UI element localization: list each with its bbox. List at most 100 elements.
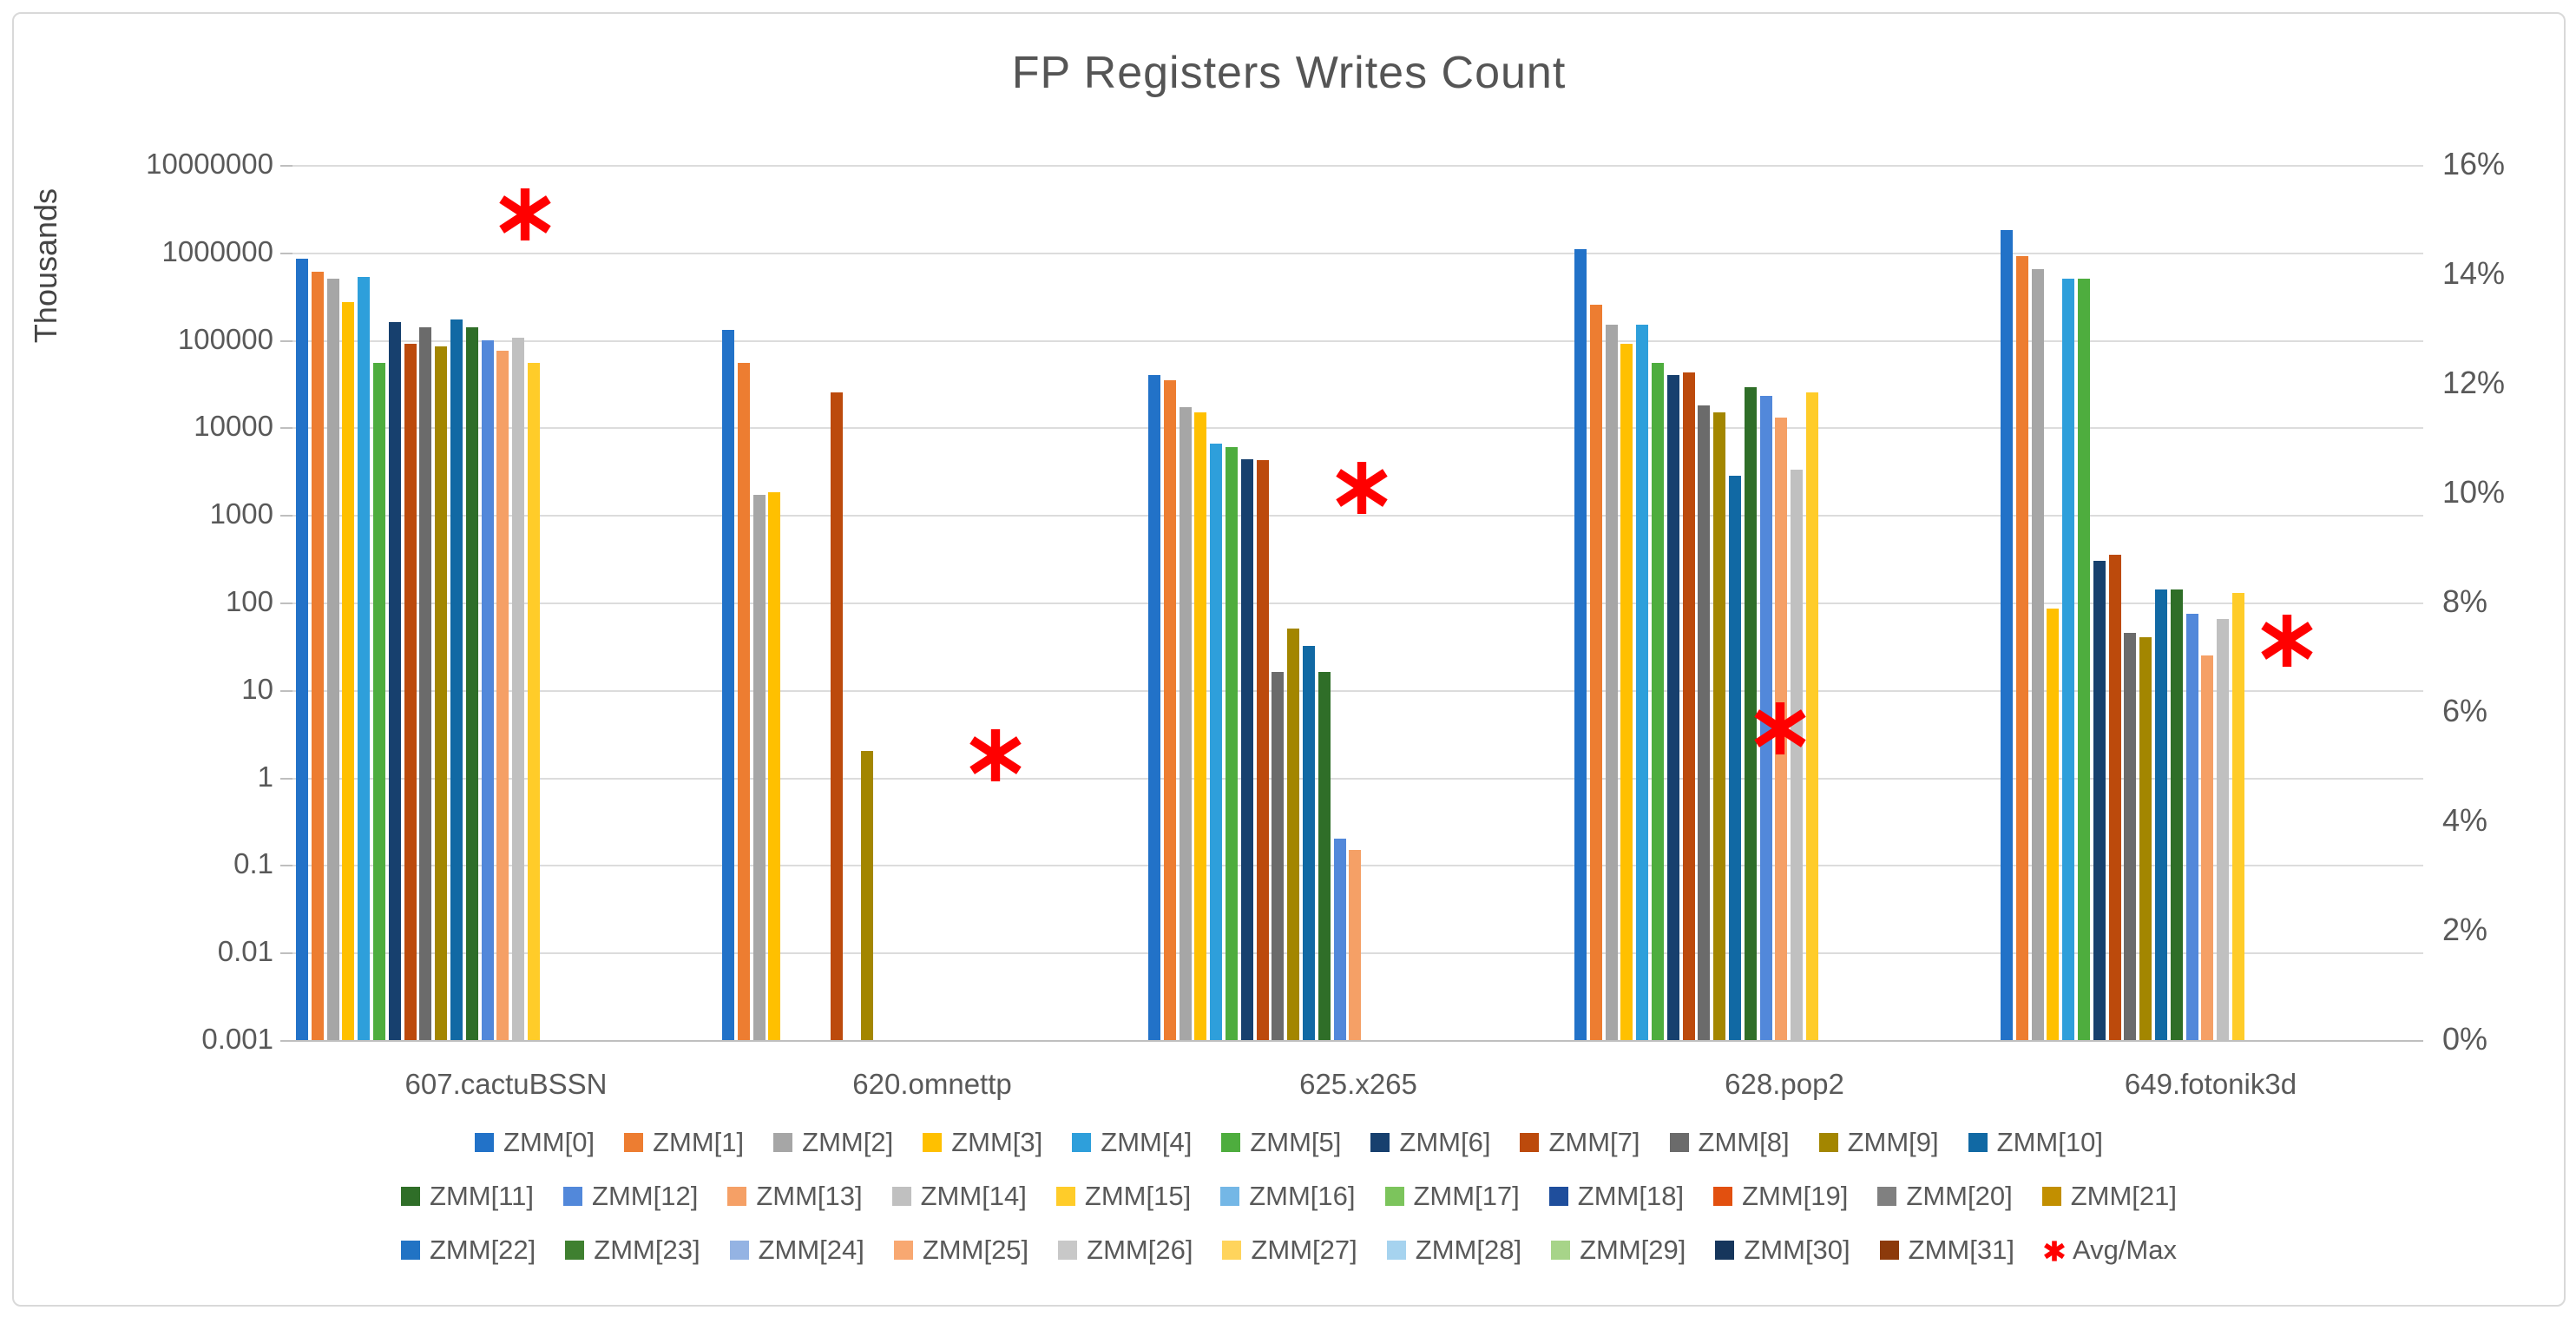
left-tick-label: 10000000: [146, 148, 273, 180]
legend-row: ZMM[11] ZMM[12] ZMM[13] ZMM[14] ZMM[15] ZMM[1…: [401, 1181, 2177, 1212]
legend-swatch-ZMM[26]: [1058, 1241, 1078, 1260]
right-tick-label: 8%: [2442, 583, 2488, 619]
right-tick-label: 10%: [2442, 474, 2506, 510]
legend-item-ZMM[24]: ZMM[24]: [729, 1235, 864, 1266]
left-tick-label: 10000: [194, 410, 273, 443]
bar-ZMM[11]-628.pop2: [1745, 387, 1757, 1040]
legend-item-ZMM[23]: ZMM[23]: [565, 1235, 700, 1266]
legend-item-ZMM[14]: ZMM[14]: [891, 1181, 1027, 1212]
bar-ZMM[1]-649.fotonik3d: [2016, 256, 2028, 1040]
bar-ZMM[0]-620.omnettp: [722, 330, 734, 1040]
bar-ZMM[6]-625.x265: [1241, 459, 1253, 1040]
bar-ZMM[7]-649.fotonik3d: [2109, 555, 2121, 1040]
category-label-625.x265: 625.x265: [1299, 1068, 1417, 1100]
legend-item-ZMM[25]: ZMM[25]: [893, 1235, 1028, 1266]
left-tick-label: 10: [241, 672, 273, 705]
legend-label: ZMM[27]: [1251, 1235, 1357, 1265]
category-label-649.fotonik3d: 649.fotonik3d: [2124, 1068, 2297, 1100]
legend-item-ZMM[27]: ZMM[27]: [1222, 1235, 1357, 1266]
legend-item-ZMM[31]: ZMM[31]: [1879, 1235, 2014, 1266]
bar-ZMM[9]-620.omnettp: [861, 751, 873, 1040]
bar-ZMM[5]-628.pop2: [1652, 363, 1664, 1040]
bar-ZMM[12]-649.fotonik3d: [2186, 614, 2198, 1040]
legend-item-ZMM[11]: ZMM[11]: [401, 1181, 534, 1212]
avg-max-marker-607.cactuBSSN: [498, 188, 552, 241]
category-label-607.cactuBSSN: 607.cactuBSSN: [404, 1068, 608, 1100]
legend: ZMM[0] ZMM[1] ZMM[2] ZMM[3] ZMM[4] ZMM[5] ZMM[…: [14, 1127, 2564, 1266]
bar-ZMM[1]-625.x265: [1164, 380, 1176, 1040]
legend-item-ZMM[17]: ZMM[17]: [1384, 1181, 1520, 1212]
legend-item-ZMM[5]: ZMM[5]: [1221, 1127, 1341, 1158]
bar-ZMM[0]-625.x265: [1148, 375, 1160, 1040]
legend-row: ZMM[0] ZMM[1] ZMM[2] ZMM[3] ZMM[4] ZMM[5] ZMM[…: [475, 1127, 2103, 1158]
legend-swatch-ZMM[10]: [1968, 1133, 1988, 1152]
left-tick-label: 100: [225, 585, 273, 617]
legend-label: ZMM[26]: [1087, 1235, 1193, 1265]
legend-swatch-ZMM[2]: [773, 1133, 793, 1152]
left-tickmark-100: [280, 603, 292, 604]
bar-ZMM[9]-649.fotonik3d: [2139, 637, 2152, 1040]
legend-label: ZMM[3]: [951, 1127, 1043, 1157]
legend-swatch-ZMM[13]: [727, 1187, 747, 1206]
left-tickmark-0.01: [280, 952, 292, 955]
bar-ZMM[14]-649.fotonik3d: [2217, 619, 2229, 1040]
legend-label: ZMM[0]: [503, 1127, 595, 1157]
gridline-1: [292, 777, 2423, 780]
legend-swatch-ZMM[27]: [1222, 1241, 1242, 1260]
legend-swatch-ZMM[0]: [475, 1133, 495, 1152]
legend-item-ZMM[10]: ZMM[10]: [1968, 1127, 2103, 1158]
bar-ZMM[10]-628.pop2: [1729, 476, 1741, 1040]
legend-swatch-ZMM[30]: [1715, 1241, 1735, 1260]
left-tickmark-10: [280, 689, 292, 692]
bar-ZMM[8]-607.cactuBSSN: [419, 327, 431, 1040]
legend-label: ZMM[16]: [1249, 1181, 1356, 1211]
bar-ZMM[2]-620.omnettp: [753, 495, 766, 1040]
legend-item-ZMM[8]: ZMM[8]: [1669, 1127, 1790, 1158]
bar-ZMM[5]-625.x265: [1226, 447, 1238, 1040]
left-tickmark-0.1: [280, 865, 292, 867]
legend-item-ZMM[16]: ZMM[16]: [1220, 1181, 1356, 1212]
legend-label: ZMM[31]: [1908, 1235, 2014, 1265]
legend-swatch-ZMM[25]: [893, 1241, 913, 1260]
legend-item-ZMM[26]: ZMM[26]: [1058, 1235, 1193, 1266]
left-tickmark-10000: [280, 427, 292, 430]
bar-ZMM[3]-620.omnettp: [768, 492, 780, 1040]
legend-label: ZMM[22]: [429, 1235, 536, 1265]
bar-ZMM[12]-625.x265: [1334, 839, 1346, 1040]
chart-frame: FP Registers Writes Count Thousands 1000…: [12, 12, 2566, 1307]
legend-label: ZMM[28]: [1415, 1235, 1522, 1265]
bar-ZMM[13]-607.cactuBSSN: [496, 351, 509, 1040]
legend-swatch-ZMM[8]: [1669, 1133, 1689, 1152]
bar-ZMM[15]-628.pop2: [1806, 392, 1818, 1040]
legend-swatch-ZMM[4]: [1072, 1133, 1092, 1152]
category-label-628.pop2: 628.pop2: [1725, 1068, 1844, 1100]
bar-ZMM[11]-625.x265: [1318, 672, 1331, 1040]
legend-item-ZMM[29]: ZMM[29]: [1551, 1235, 1686, 1266]
legend-item-ZMM[15]: ZMM[15]: [1055, 1181, 1192, 1212]
legend-swatch-ZMM[19]: [1713, 1187, 1733, 1206]
bar-ZMM[7]-620.omnettp: [831, 392, 843, 1040]
legend-item-ZMM[9]: ZMM[9]: [1818, 1127, 1939, 1158]
legend-item-ZMM[2]: ZMM[2]: [773, 1127, 893, 1158]
left-tick-label: 1000: [209, 497, 273, 530]
bar-ZMM[9]-607.cactuBSSN: [435, 346, 447, 1040]
legend-swatch-ZMM[24]: [729, 1241, 749, 1260]
legend-label: Avg/Max: [2072, 1235, 2177, 1265]
left-tickmark-1: [280, 777, 292, 780]
legend-label: ZMM[12]: [592, 1181, 699, 1211]
gridline-100: [292, 603, 2423, 604]
legend-label: ZMM[18]: [1577, 1181, 1685, 1211]
legend-swatch-ZMM[5]: [1221, 1133, 1241, 1152]
legend-label: ZMM[20]: [1906, 1181, 2013, 1211]
legend-label: ZMM[9]: [1847, 1127, 1939, 1157]
avg-max-marker-649.fotonik3d: [2260, 614, 2314, 668]
legend-label: ZMM[14]: [920, 1181, 1027, 1211]
legend-label: ZMM[15]: [1084, 1181, 1192, 1211]
right-tick-label: 14%: [2442, 255, 2506, 291]
legend-label: ZMM[7]: [1548, 1127, 1640, 1157]
bar-ZMM[4]-625.x265: [1210, 444, 1222, 1040]
bar-ZMM[3]-625.x265: [1194, 412, 1206, 1040]
legend-swatch-ZMM[15]: [1055, 1187, 1075, 1206]
bar-ZMM[2]-649.fotonik3d: [2032, 269, 2044, 1040]
bar-ZMM[7]-625.x265: [1257, 460, 1269, 1040]
